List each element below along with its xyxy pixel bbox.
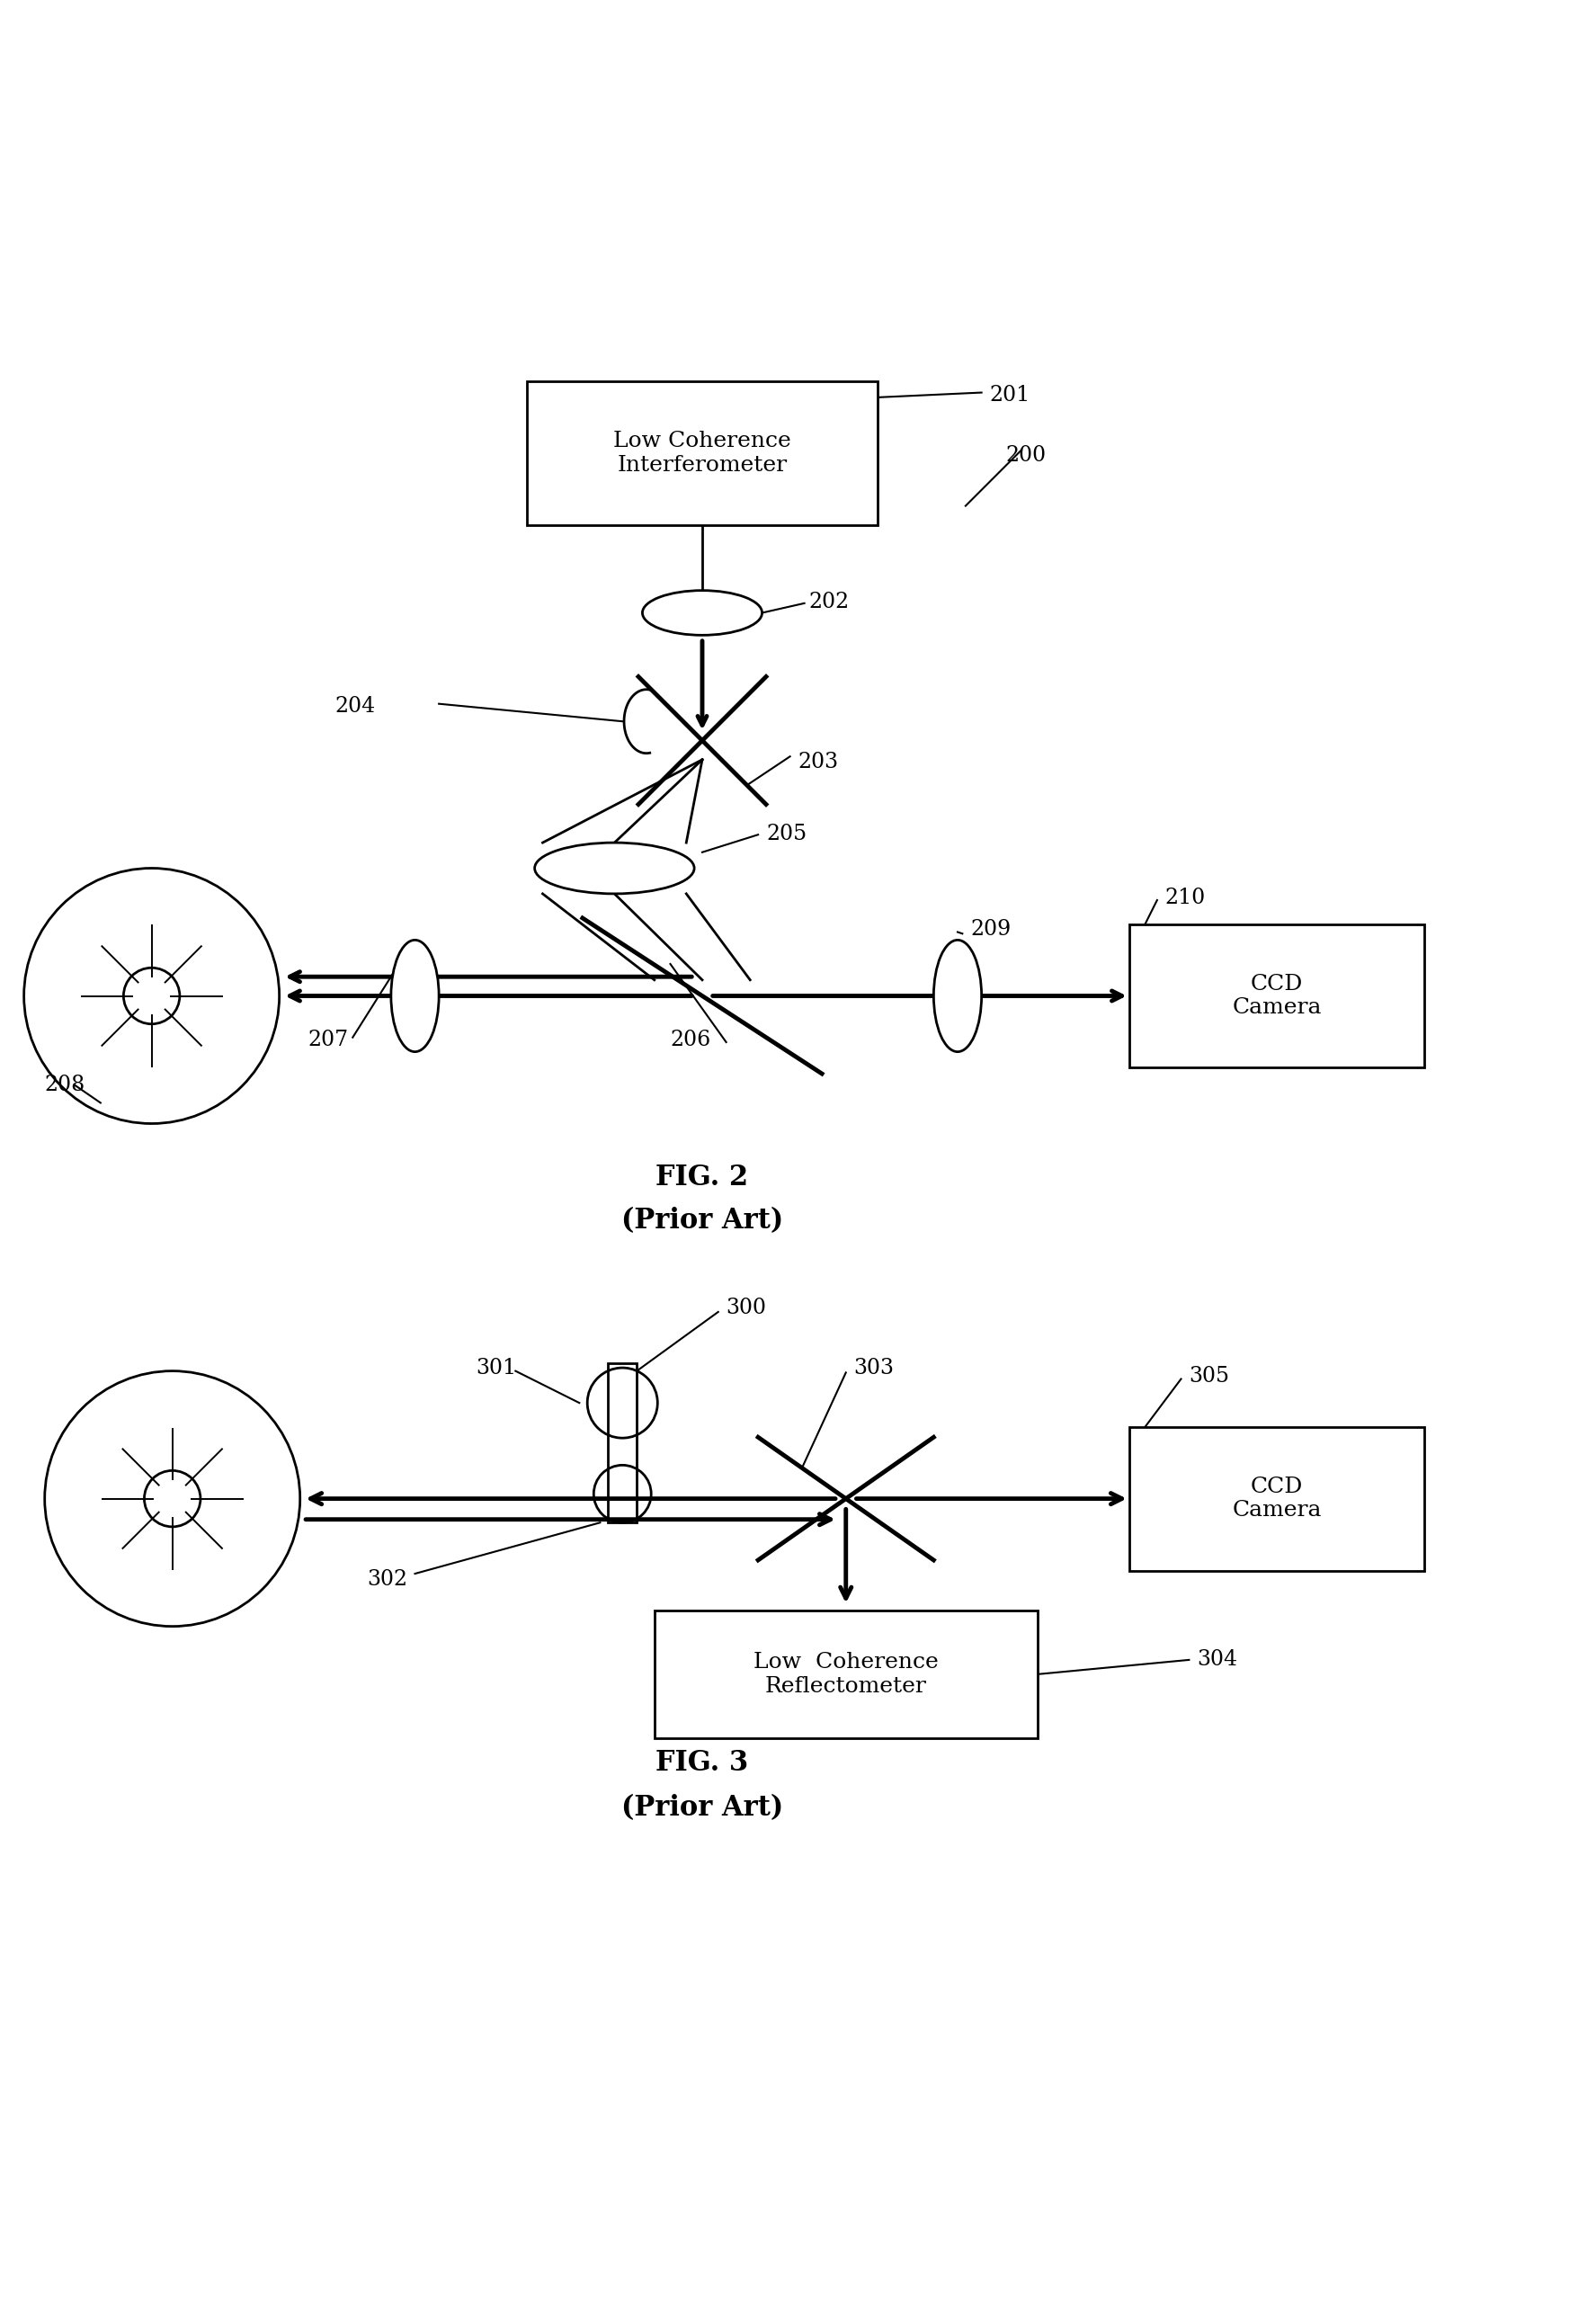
Text: (Prior Art): (Prior Art) [621, 1793, 784, 1821]
Text: 204: 204 [335, 696, 375, 716]
Text: 200: 200 [1005, 446, 1045, 467]
Text: 205: 205 [766, 823, 806, 844]
Text: Low Coherence
Interferometer: Low Coherence Interferometer [613, 430, 792, 476]
Ellipse shape [535, 844, 694, 894]
Text: 208: 208 [45, 1075, 85, 1095]
Text: 206: 206 [670, 1028, 710, 1049]
Ellipse shape [391, 941, 439, 1052]
Text: FIG. 3: FIG. 3 [656, 1749, 749, 1777]
Ellipse shape [642, 592, 763, 636]
Text: (Prior Art): (Prior Art) [621, 1206, 784, 1234]
FancyBboxPatch shape [608, 1363, 637, 1523]
Text: 303: 303 [854, 1359, 894, 1380]
FancyBboxPatch shape [654, 1611, 1037, 1738]
FancyBboxPatch shape [1130, 1426, 1425, 1571]
Text: 210: 210 [1165, 887, 1205, 908]
Text: FIG. 2: FIG. 2 [656, 1162, 749, 1192]
Text: 207: 207 [308, 1028, 348, 1049]
Text: CCD
Camera: CCD Camera [1232, 1477, 1321, 1521]
Ellipse shape [934, 941, 982, 1052]
Text: 209: 209 [970, 920, 1010, 941]
Text: Low  Coherence
Reflectometer: Low Coherence Reflectometer [753, 1652, 938, 1696]
Text: 203: 203 [798, 751, 838, 772]
Text: CCD
Camera: CCD Camera [1232, 973, 1321, 1019]
Text: 202: 202 [809, 592, 849, 612]
Text: 301: 301 [476, 1359, 516, 1380]
Text: 300: 300 [726, 1296, 766, 1317]
Text: 304: 304 [1197, 1648, 1237, 1669]
Text: 201: 201 [990, 384, 1029, 404]
FancyBboxPatch shape [1130, 924, 1425, 1068]
Text: 305: 305 [1189, 1366, 1229, 1387]
Text: 302: 302 [367, 1569, 407, 1590]
FancyBboxPatch shape [527, 381, 878, 525]
